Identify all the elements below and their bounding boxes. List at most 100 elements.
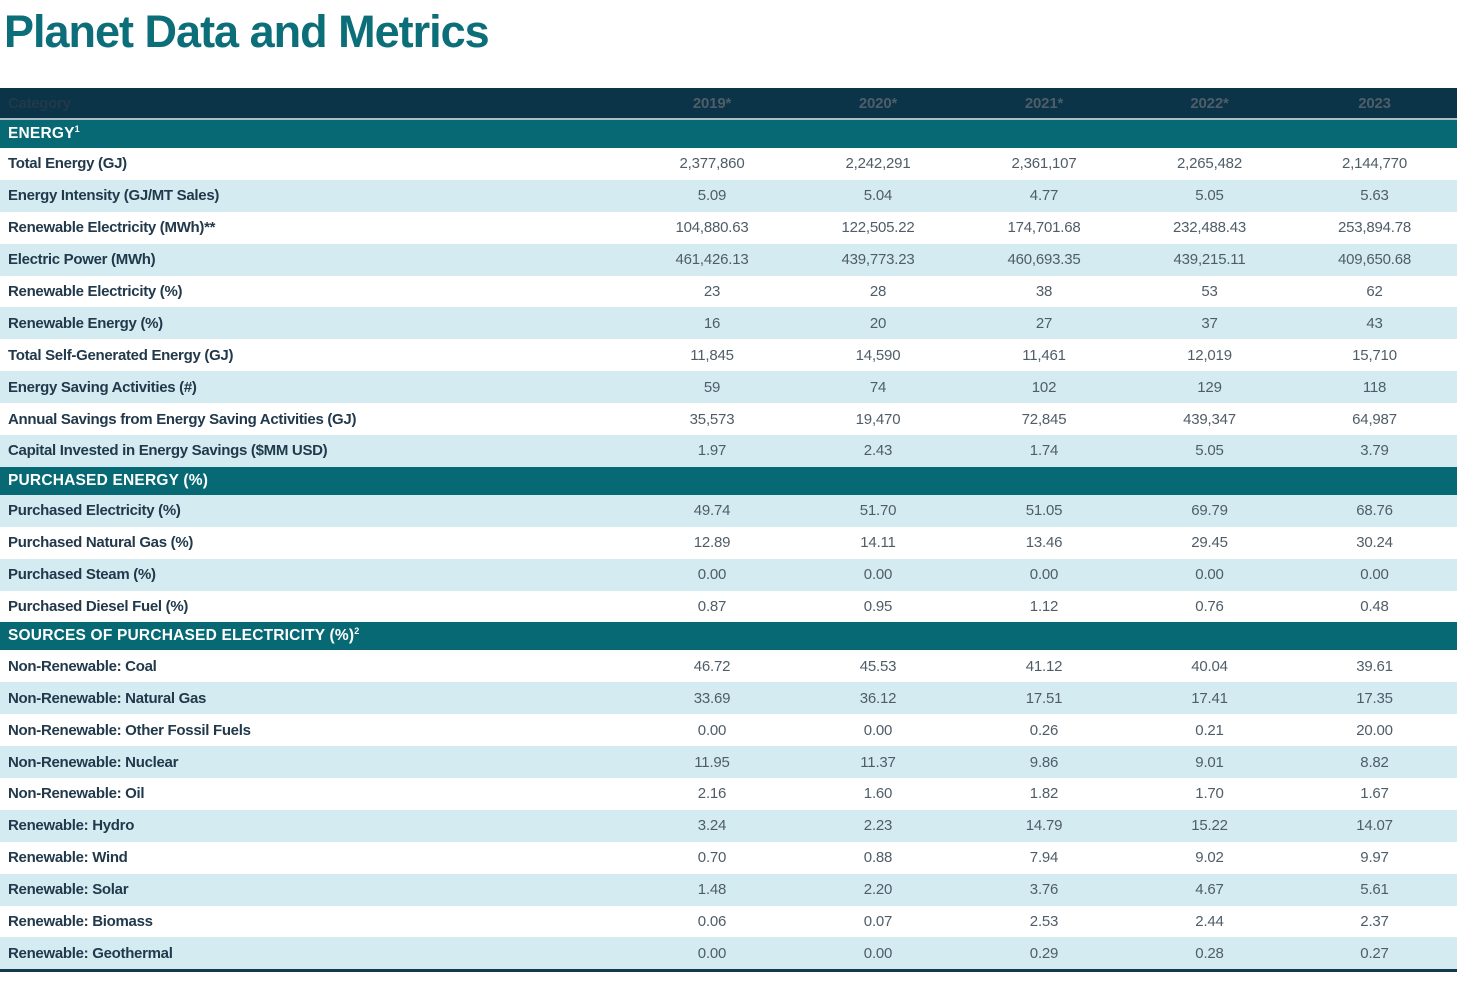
row-label: Renewable Electricity (%) xyxy=(8,283,183,300)
row-value: 0.00 xyxy=(697,566,727,584)
row-value: 1.70 xyxy=(1195,785,1224,803)
row-value: 2.37 xyxy=(1360,913,1389,931)
row-value: 40.04 xyxy=(1191,657,1228,675)
row-value: 59 xyxy=(703,378,721,396)
row-value: 5.63 xyxy=(1360,187,1389,205)
row-value: 439,215.11 xyxy=(1173,251,1246,269)
row-value: 118 xyxy=(1362,378,1387,396)
row-value: 11,845 xyxy=(690,346,734,364)
table-row: Renewable: Solar 1.48 2.20 3.76 4.67 5.61 xyxy=(0,873,1457,906)
row-label: Renewable: Hydro xyxy=(8,817,135,835)
row-value: 5.04 xyxy=(863,187,893,205)
row-value: 122,505.22 xyxy=(841,219,915,237)
row-value: 0.28 xyxy=(1195,944,1224,962)
row-value: 409,650.68 xyxy=(1337,251,1412,269)
table-row: Renewable Energy (%) 16 20 27 37 43 xyxy=(0,307,1457,340)
column-header-year-2021: 2021* xyxy=(1024,94,1064,112)
table-row: Purchased Diesel Fuel (%) 0.87 0.95 1.12 0.7… xyxy=(0,590,1457,623)
row-value: 14,590 xyxy=(855,346,901,364)
row-value: 0.87 xyxy=(697,598,727,616)
row-label: Purchased Electricity (%) xyxy=(8,502,181,520)
row-value: 51.70 xyxy=(859,502,897,520)
table-row: Non-Renewable: Coal 46.72 45.53 41.12 40.04 3… xyxy=(0,650,1457,683)
section-header-purchased-energy: PURCHASED ENERGY (%) xyxy=(0,466,1457,495)
table-row: Renewable: Wind 0.70 0.88 7.94 9.02 9.97 xyxy=(0,841,1457,874)
section-title: PURCHASED ENERGY (%) xyxy=(8,471,209,489)
column-header-year-2023: 2023 xyxy=(1358,94,1391,112)
section-header-energy: ENERGY1 xyxy=(0,120,1457,148)
row-value: 37 xyxy=(1201,314,1218,332)
table-row: Energy Saving Activities (#) 59 74 102 129 11… xyxy=(0,371,1457,404)
row-value: 1.74 xyxy=(1029,442,1059,460)
row-value: 14.11 xyxy=(860,534,896,552)
row-value: 9.97 xyxy=(1360,849,1389,867)
row-value: 30.24 xyxy=(1356,534,1393,552)
row-value: 2.44 xyxy=(1195,913,1224,931)
section-title-superscript: 2 xyxy=(354,626,360,637)
column-header-category: Category xyxy=(8,94,71,112)
metrics-table: Category 2019* 2020* 2021* 2022* 2023 EN… xyxy=(0,88,1457,973)
row-value: 16 xyxy=(703,314,721,332)
row-label: Renewable Energy (%) xyxy=(8,314,163,332)
row-value: 11.95 xyxy=(694,753,730,771)
row-value: 0.76 xyxy=(1195,598,1224,616)
row-value: 1.82 xyxy=(1029,785,1059,803)
row-value: 5.05 xyxy=(1195,187,1224,205)
row-value: 1.48 xyxy=(697,881,727,899)
row-value: 39.61 xyxy=(1356,657,1393,675)
row-label: Non-Renewable: Coal xyxy=(8,657,157,675)
row-value: 0.70 xyxy=(697,849,727,867)
row-value: 9.86 xyxy=(1029,753,1059,771)
row-value: 0.48 xyxy=(1360,598,1389,616)
row-value: 11,461 xyxy=(1022,346,1066,364)
row-label: Purchased Natural Gas (%) xyxy=(8,534,194,552)
row-value: 0.27 xyxy=(1360,944,1389,962)
row-value: 23 xyxy=(703,283,721,300)
row-label: Purchased Steam (%) xyxy=(8,566,156,584)
row-value: 0.00 xyxy=(863,944,893,962)
row-value: 4.67 xyxy=(1195,881,1224,899)
section-title: ENERGY1 xyxy=(8,123,80,142)
row-label: Purchased Diesel Fuel (%) xyxy=(8,598,189,616)
section-header-sources-of-purchased-electricity: SOURCES OF PURCHASED ELECTRICITY (%)2 xyxy=(0,622,1457,651)
row-value: 12.89 xyxy=(693,534,731,552)
row-value: 27 xyxy=(1035,314,1053,332)
row-label: Capital Invested in Energy Savings ($MM … xyxy=(8,442,328,460)
table-row: Non-Renewable: Nuclear 11.95 11.37 9.86 9.01… xyxy=(0,746,1457,779)
row-label: Non-Renewable: Oil xyxy=(8,785,145,803)
row-value: 7.94 xyxy=(1029,849,1059,867)
row-value: 68.76 xyxy=(1356,502,1393,520)
row-value: 3.24 xyxy=(697,817,727,835)
table-row: Non-Renewable: Natural Gas 33.69 36.12 17.5… xyxy=(0,682,1457,715)
row-value: 35,573 xyxy=(689,410,735,428)
row-value: 38 xyxy=(1035,283,1053,300)
row-value: 0.26 xyxy=(1029,721,1059,739)
table-row: Purchased Steam (%) 0.00 0.00 0.00 0.00 0.00 xyxy=(0,558,1457,591)
row-label: Renewable: Geothermal xyxy=(8,944,173,962)
table-row: Capital Invested in Energy Savings ($MM … xyxy=(0,435,1457,467)
row-value: 460,693.35 xyxy=(1007,251,1081,269)
row-label: Energy Intensity (GJ/MT Sales) xyxy=(8,187,220,205)
table-row: Purchased Natural Gas (%) 12.89 14.11 13.46… xyxy=(0,526,1457,559)
table-row: Purchased Electricity (%) 49.74 51.70 51.05… xyxy=(0,494,1457,527)
row-value: 69.79 xyxy=(1191,502,1228,520)
row-value: 102 xyxy=(1031,378,1057,396)
row-value: 29.45 xyxy=(1191,534,1228,552)
page-title: Planet Data and Metrics xyxy=(4,6,490,57)
row-value: 2.23 xyxy=(863,817,893,835)
row-value: 0.00 xyxy=(1195,566,1224,584)
row-value: 174,701.68 xyxy=(1007,219,1081,237)
row-value: 9.02 xyxy=(1195,849,1224,867)
row-value: 14.07 xyxy=(1356,817,1393,835)
row-value: 2.16 xyxy=(697,785,727,803)
row-value: 33.69 xyxy=(693,689,731,707)
row-value: 3.79 xyxy=(1360,442,1389,460)
row-value: 4.77 xyxy=(1029,187,1059,205)
row-value: 74 xyxy=(869,378,887,396)
table-row: Renewable: Hydro 3.24 2.23 14.79 15.22 14.07 xyxy=(0,809,1457,842)
row-value: 461,426.13 xyxy=(675,251,749,269)
row-label: Non-Renewable: Natural Gas xyxy=(8,689,207,707)
row-value: 439,347 xyxy=(1183,410,1236,428)
row-value: 0.00 xyxy=(697,721,727,739)
row-value: 2,377,860 xyxy=(679,155,745,173)
